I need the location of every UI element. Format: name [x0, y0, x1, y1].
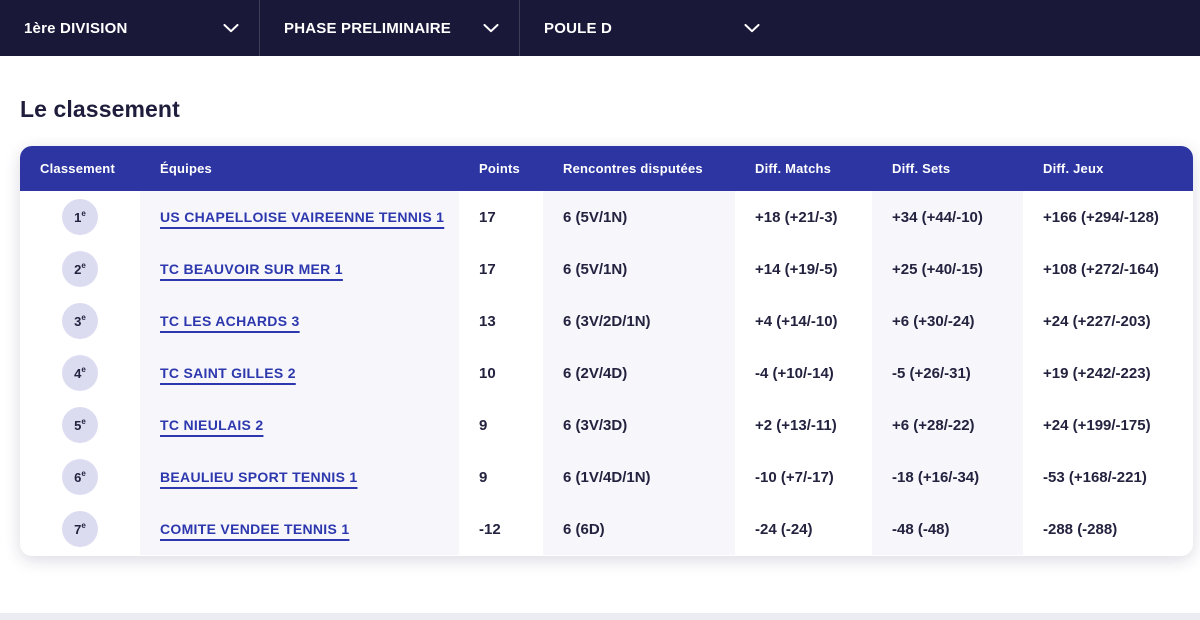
- column-header-diff-matchs: Diff. Matchs: [755, 161, 832, 176]
- column-header-diff-jeux: Diff. Jeux: [1043, 161, 1104, 176]
- next-section-edge: [0, 613, 1200, 620]
- diff-matchs-cell: +2 (+13/-11): [755, 416, 837, 434]
- matches-cell: 6 (1V/4D/1N): [543, 451, 735, 503]
- team-cell: TC LES ACHARDS 3: [140, 295, 459, 347]
- diff-jeux-cell: -288 (-288): [1043, 520, 1118, 538]
- matches-cell: 6 (3V/3D): [543, 399, 735, 451]
- team-link[interactable]: TC BEAUVOIR SUR MER 1: [160, 261, 343, 277]
- diff-sets-cell: -18 (+16/-34): [872, 451, 1023, 503]
- team-link[interactable]: BEAULIEU SPORT TENNIS 1: [160, 469, 358, 485]
- diff-jeux-cell: +166 (+294/-128): [1043, 208, 1159, 226]
- table-header-row: Classement Équipes Points Rencontres dis…: [20, 146, 1193, 191]
- phase-dropdown-label: PHASE PRELIMINAIRE: [284, 19, 451, 37]
- standings-section: Le classement Classement Équipes Points …: [0, 56, 1200, 620]
- column-header-equipes: Équipes: [160, 161, 212, 176]
- team-link[interactable]: COMITE VENDEE TENNIS 1: [160, 521, 350, 537]
- diff-matchs-cell: -10 (+7/-17): [755, 468, 834, 486]
- team-cell: BEAULIEU SPORT TENNIS 1: [140, 451, 459, 503]
- chevron-down-icon: [223, 23, 239, 32]
- diff-matchs-cell: +18 (+21/-3): [755, 208, 838, 226]
- column-header-points: Points: [479, 161, 520, 176]
- poule-dropdown-label: POULE D: [544, 19, 613, 37]
- diff-sets-cell: +25 (+40/-15): [872, 243, 1023, 295]
- diff-sets-cell: +34 (+44/-10): [872, 191, 1023, 243]
- matches-cell: 6 (6D): [543, 503, 735, 555]
- diff-matchs-cell: +14 (+19/-5): [755, 260, 838, 278]
- diff-sets-cell: -48 (-48): [872, 503, 1023, 555]
- team-link[interactable]: TC NIEULAIS 2: [160, 417, 264, 433]
- team-cell: COMITE VENDEE TENNIS 1: [140, 503, 459, 555]
- points-cell: 9: [479, 468, 488, 486]
- diff-sets-cell: +6 (+28/-22): [872, 399, 1023, 451]
- diff-sets-cell: +6 (+30/-24): [872, 295, 1023, 347]
- filters-bar: 1ère DIVISION PHASE PRELIMINAIRE POULE D: [0, 0, 1200, 56]
- diff-matchs-cell: -24 (-24): [755, 520, 813, 538]
- matches-cell: 6 (5V/1N): [543, 191, 735, 243]
- diff-jeux-cell: +108 (+272/-164): [1043, 260, 1159, 278]
- team-cell: US CHAPELLOISE VAIREENNE TENNIS 1: [140, 191, 459, 243]
- column-header-diff-sets: Diff. Sets: [892, 161, 951, 176]
- points-cell: 10: [479, 364, 496, 382]
- chevron-down-icon: [744, 23, 760, 32]
- team-link[interactable]: TC SAINT GILLES 2: [160, 365, 296, 381]
- standings-table: Classement Équipes Points Rencontres dis…: [20, 146, 1193, 556]
- diff-sets-cell: -5 (+26/-31): [872, 347, 1023, 399]
- matches-cell: 6 (2V/4D): [543, 347, 735, 399]
- division-dropdown-label: 1ère DIVISION: [24, 19, 128, 37]
- points-cell: -12: [479, 520, 501, 538]
- diff-jeux-cell: +24 (+199/-175): [1043, 416, 1151, 434]
- team-link[interactable]: TC LES ACHARDS 3: [160, 313, 300, 329]
- matches-cell: 6 (3V/2D/1N): [543, 295, 735, 347]
- page-title: Le classement: [20, 96, 180, 122]
- diff-matchs-cell: +4 (+14/-10): [755, 312, 838, 330]
- division-dropdown[interactable]: 1ère DIVISION: [0, 0, 260, 56]
- team-cell: TC BEAUVOIR SUR MER 1: [140, 243, 459, 295]
- matches-cell: 6 (5V/1N): [543, 243, 735, 295]
- team-cell: TC NIEULAIS 2: [140, 399, 459, 451]
- points-cell: 13: [479, 312, 496, 330]
- chevron-down-icon: [483, 23, 499, 32]
- team-link[interactable]: US CHAPELLOISE VAIREENNE TENNIS 1: [160, 209, 445, 225]
- column-header-rencontres: Rencontres disputées: [563, 161, 703, 176]
- poule-dropdown[interactable]: POULE D: [520, 0, 780, 56]
- diff-jeux-cell: +24 (+227/-203): [1043, 312, 1151, 330]
- diff-jeux-cell: +19 (+242/-223): [1043, 364, 1151, 382]
- points-cell: 17: [479, 208, 496, 226]
- team-cell: TC SAINT GILLES 2: [140, 347, 459, 399]
- diff-jeux-cell: -53 (+168/-221): [1043, 468, 1147, 486]
- column-header-classement: Classement: [40, 161, 115, 176]
- diff-matchs-cell: -4 (+10/-14): [755, 364, 834, 382]
- phase-dropdown[interactable]: PHASE PRELIMINAIRE: [260, 0, 520, 56]
- points-cell: 17: [479, 260, 496, 278]
- points-cell: 9: [479, 416, 488, 434]
